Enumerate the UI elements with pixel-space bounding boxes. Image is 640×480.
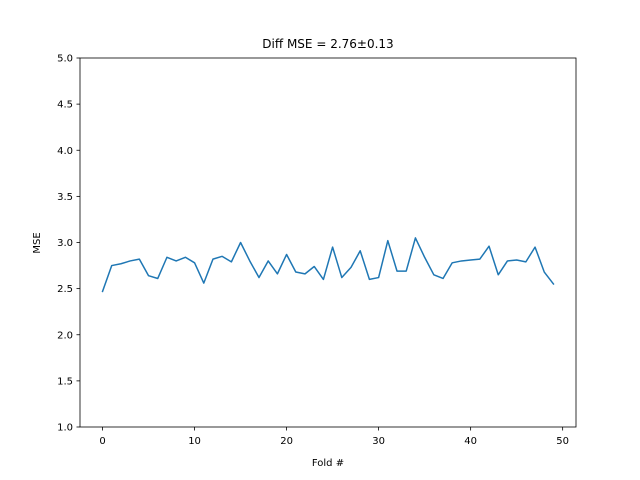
data-point	[396, 270, 398, 272]
y-tick-label: 5.0	[57, 54, 73, 65]
data-point	[212, 258, 214, 260]
data-point	[451, 262, 453, 264]
data-point	[415, 237, 417, 239]
series-line-0	[101, 237, 555, 293]
data-point	[185, 256, 187, 258]
y-tick-label: 3.0	[57, 238, 73, 249]
data-point	[553, 283, 555, 285]
x-tick-label: 40	[464, 436, 477, 447]
data-point	[323, 279, 325, 281]
plot-area: 0 10 20 30 40 50 1.0 1.5 2.0 2.5 3.0 3.5 4.0 4.5 5.0	[57, 54, 577, 447]
data-point	[157, 278, 159, 280]
data-point	[350, 267, 352, 269]
data-point	[258, 277, 260, 279]
x-tick-label: 50	[556, 436, 569, 447]
data-point	[543, 271, 545, 273]
data-point	[378, 277, 380, 279]
data-point	[304, 273, 306, 275]
data-point	[148, 275, 150, 277]
data-point	[461, 260, 463, 262]
plot-frame	[79, 57, 577, 428]
data-point	[442, 278, 444, 280]
data-point	[488, 245, 490, 247]
data-point	[369, 279, 371, 281]
x-tick-label: 0	[99, 436, 105, 447]
data-point	[194, 262, 196, 264]
data-point	[405, 270, 407, 272]
data-point	[249, 260, 251, 262]
data-point	[313, 266, 315, 268]
data-point	[240, 242, 242, 244]
y-tick-label: 4.5	[57, 100, 73, 111]
data-point	[295, 271, 297, 273]
data-point	[479, 258, 481, 260]
data-point	[433, 274, 435, 276]
data-point	[203, 282, 205, 284]
y-tick-label: 1.5	[57, 376, 73, 387]
x-tick-label: 20	[280, 436, 293, 447]
data-point	[534, 246, 536, 248]
data-point	[387, 240, 389, 242]
y-tick-label: 3.5	[57, 192, 73, 203]
data-point	[359, 250, 361, 252]
data-point	[286, 254, 288, 256]
data-point	[139, 258, 141, 260]
data-point	[111, 265, 113, 267]
x-tick-label: 30	[372, 436, 385, 447]
data-point	[277, 273, 279, 275]
x-axis-label: Fold #	[312, 458, 344, 469]
y-axis-label: MSE	[32, 232, 43, 253]
y-tick-label: 2.5	[57, 284, 73, 295]
data-point	[497, 274, 499, 276]
data-point	[516, 259, 518, 261]
data-point	[129, 260, 131, 262]
data-point	[102, 291, 104, 293]
data-point	[175, 260, 177, 262]
data-point	[166, 256, 168, 258]
data-point	[507, 260, 509, 262]
data-point	[332, 246, 334, 248]
data-point	[341, 277, 343, 279]
data-point	[267, 260, 269, 262]
y-tick-label: 2.0	[57, 330, 73, 341]
data-point	[120, 263, 122, 265]
y-tick-label: 4.0	[57, 146, 73, 157]
data-point	[231, 261, 233, 263]
data-point	[424, 256, 426, 258]
x-tick-label: 10	[188, 436, 201, 447]
data-point	[525, 261, 527, 263]
data-point	[470, 259, 472, 261]
data-point	[221, 256, 223, 258]
y-tick-label: 1.0	[57, 423, 73, 434]
chart-title: Diff MSE = 2.76±0.13	[262, 37, 393, 51]
